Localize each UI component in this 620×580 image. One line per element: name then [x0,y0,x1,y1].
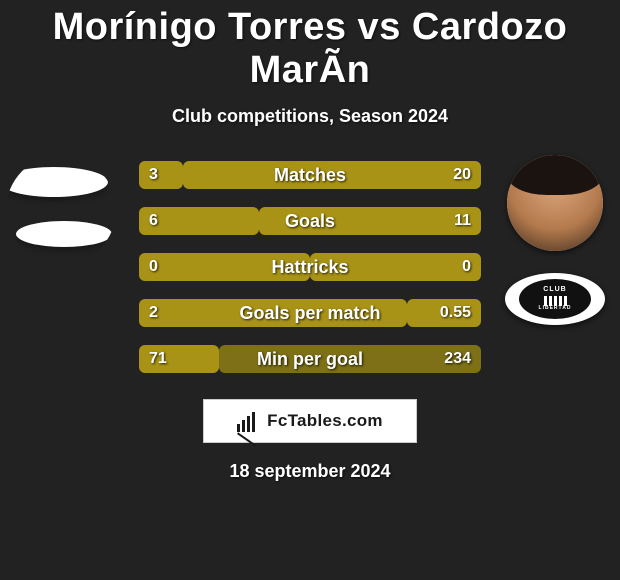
left-bar-fill [139,161,183,189]
stat-row: 611Goals [139,207,481,235]
left-bar-fill [139,345,219,373]
right-bar-fill [259,207,481,235]
right-bar-fill [219,345,481,373]
stats-bar-list: 320Matches 611Goals 00Hattricks 20.55Goals … [139,155,481,373]
right-bar-fill [310,253,481,281]
right-player-column: CLUB LIBERTAD [500,155,610,325]
footer-date: 18 september 2024 [0,461,620,482]
left-bar-fill [139,253,310,281]
stat-row: 20.55Goals per match [139,299,481,327]
stat-row: 320Matches [139,161,481,189]
left-player-column [6,155,116,265]
right-player-avatar [507,155,603,251]
brand-chart-icon [237,410,261,432]
right-bar-fill [407,299,481,327]
comparison-arena: CLUB LIBERTAD 320Matches 611Goals 00Hattri… [0,155,620,373]
stat-row: 71234Min per goal [139,345,481,373]
placeholder-ellipse-icon [6,167,108,197]
right-bar-fill [183,161,481,189]
page-subtitle: Club competitions, Season 2024 [0,106,620,127]
left-player-avatar [6,155,116,265]
club-badge-label: CLUB [539,286,572,294]
placeholder-ellipse-icon [16,221,112,247]
brand-attribution[interactable]: FcTables.com [203,399,417,443]
right-club-badge: CLUB LIBERTAD [505,273,605,325]
club-badge-inner-icon: CLUB LIBERTAD [519,279,591,319]
club-badge-sublabel: LIBERTAD [539,306,572,312]
left-bar-fill [139,299,407,327]
avatar-hair-icon [507,155,603,195]
page-title: Morínigo Torres vs Cardozo MarÃ­n [0,0,620,92]
brand-label: FcTables.com [267,411,383,431]
left-bar-fill [139,207,259,235]
stat-row: 00Hattricks [139,253,481,281]
